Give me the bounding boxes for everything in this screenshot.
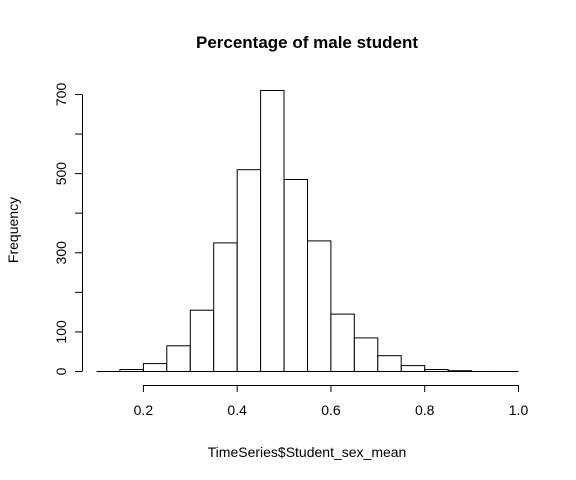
x-tick-label: 0.4 — [227, 402, 247, 418]
histogram-bar — [307, 240, 332, 372]
histogram-bar — [260, 90, 285, 372]
x-tick-label: 0.8 — [415, 402, 435, 418]
histogram-bar — [142, 363, 168, 373]
y-tick-label: 500 — [53, 162, 69, 186]
histogram-bar — [353, 337, 379, 372]
histogram-bar — [377, 355, 402, 373]
x-tick-label: 1.0 — [509, 402, 529, 418]
histogram-bar — [189, 309, 215, 373]
histogram-bar — [424, 369, 449, 372]
x-axis-label: TimeSeries$Student_sex_mean — [208, 444, 407, 460]
x-axis: 0.2 0.4 0.6 0.8 1.0 — [134, 385, 529, 418]
y-tick-label: 300 — [53, 241, 69, 265]
x-tick-label: 0.6 — [321, 402, 341, 418]
histogram-bar — [330, 313, 355, 373]
bars-group — [96, 90, 519, 373]
y-tick-label: 100 — [53, 320, 69, 344]
y-axis: 0 100 300 500 700 — [53, 83, 83, 375]
x-tick-label: 0.2 — [134, 402, 154, 418]
histogram-bar — [447, 370, 473, 373]
histogram-bar — [119, 369, 144, 372]
y-tick-label: 700 — [53, 83, 69, 107]
y-axis-label: Frequency — [5, 197, 21, 263]
histogram-bar — [213, 242, 238, 372]
histogram-bar — [283, 179, 309, 372]
histogram-bar — [400, 365, 426, 373]
histogram-bar — [166, 345, 191, 372]
y-tick-label: 0 — [53, 367, 69, 375]
chart-title: Percentage of male student — [196, 33, 418, 52]
histogram-bar — [236, 169, 262, 372]
